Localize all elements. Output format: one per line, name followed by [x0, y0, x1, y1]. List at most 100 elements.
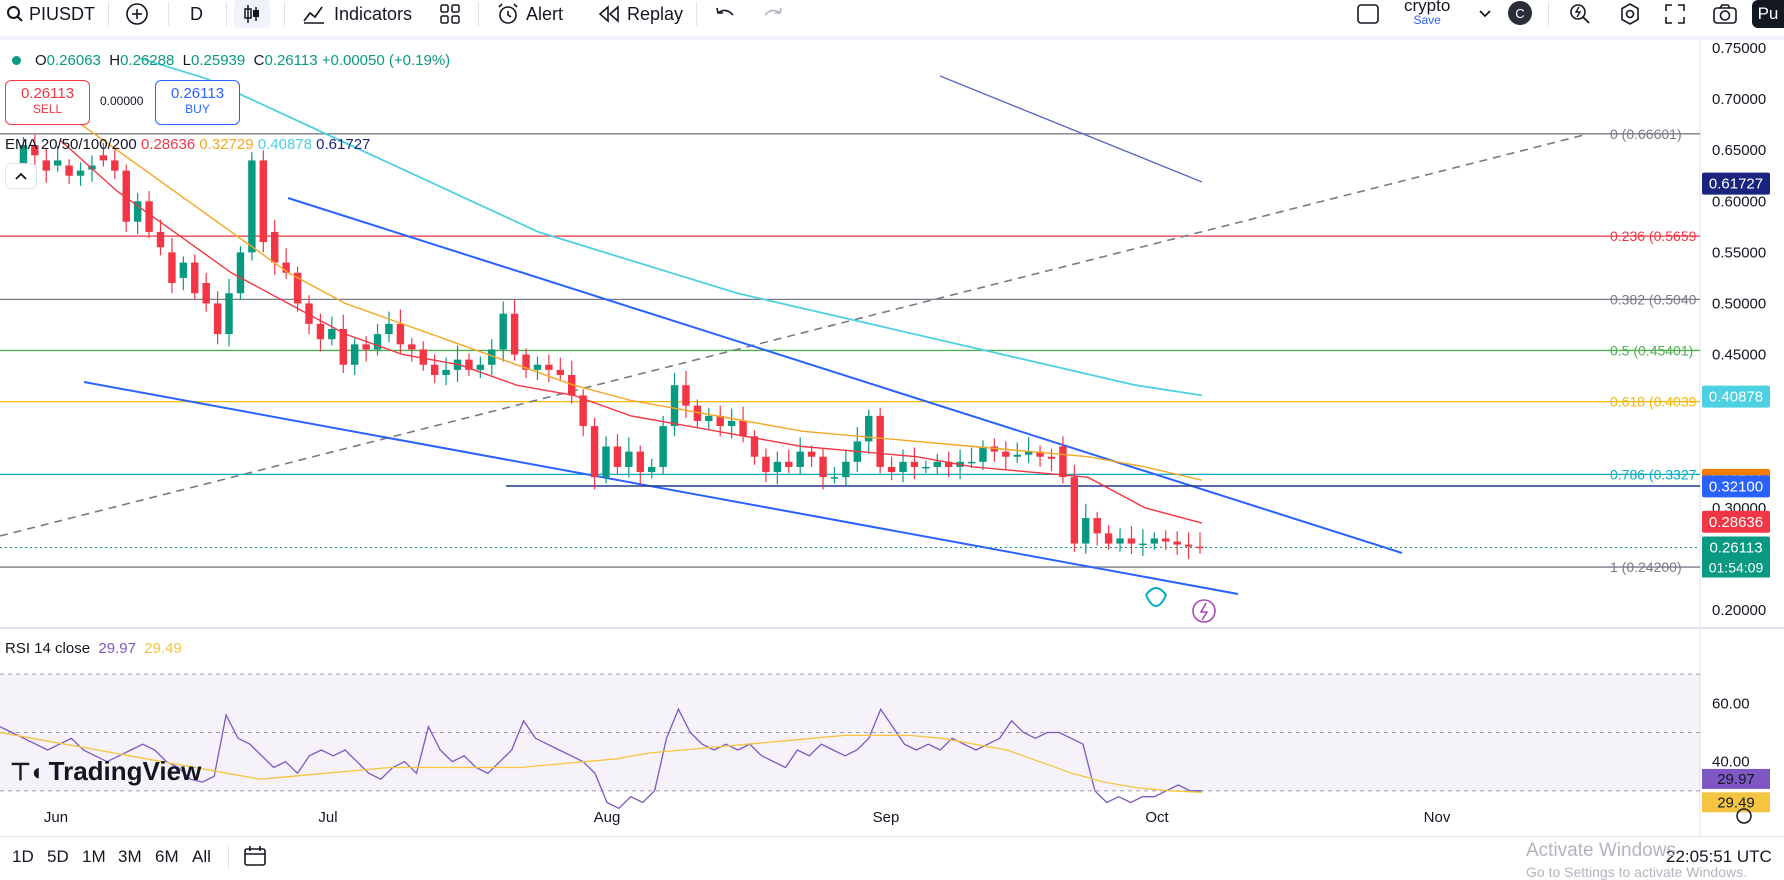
buy-button[interactable]: 0.26113 BUY	[155, 80, 240, 125]
candle	[830, 477, 839, 479]
indicators-button[interactable]: Indicators	[302, 0, 412, 28]
chevron-down-icon	[1479, 10, 1491, 18]
rsi-ma-line	[0, 731, 1203, 793]
time-axis-tick: Jul	[318, 809, 337, 826]
replay-label: Replay	[627, 3, 684, 24]
rsi-badge-text: 29.49	[1717, 794, 1755, 811]
rsi-badge-text: 29.97	[1717, 771, 1755, 788]
price-axis-tick: 0.20000	[1712, 602, 1766, 619]
settings-button[interactable]	[1618, 0, 1642, 28]
activate-windows-subtitle: Go to Settings to activate Windows.	[1526, 864, 1747, 880]
collapse-legend-button[interactable]	[5, 163, 37, 189]
redo-icon	[764, 7, 782, 16]
chart-type-button[interactable]	[234, 0, 270, 28]
candle	[430, 364, 439, 375]
bottom-toolbar: 1D 5D 1M 3M 6M All 22:05:51 UTC	[0, 836, 1784, 877]
candle	[328, 329, 336, 340]
range-1m[interactable]: 1M	[82, 847, 106, 866]
range-all[interactable]: All	[192, 847, 211, 866]
candle	[385, 323, 393, 335]
candle	[1024, 451, 1033, 455]
candle	[1036, 451, 1044, 457]
fib-level-label: 0.382 (0.5040	[1610, 291, 1697, 307]
price-chart[interactable]: 0 (0.66601) 0.236 (0.5659 0.382 (0.5040 0.5…	[0, 40, 1784, 836]
layout-toggle-button[interactable]	[1356, 0, 1380, 28]
candle	[316, 323, 325, 340]
rsi-badge	[1702, 792, 1770, 813]
ema200-value: 0.61727	[316, 136, 371, 153]
indicators-icon	[303, 6, 324, 24]
price-badge	[1702, 475, 1770, 498]
layout-name: crypto	[1404, 0, 1451, 15]
interval-button[interactable]: D	[190, 3, 203, 24]
low-label: L	[182, 52, 192, 69]
zap-search-icon	[1570, 4, 1590, 24]
time-axis-tick: Nov	[1424, 809, 1451, 826]
quick-search-button[interactable]	[1568, 0, 1592, 28]
candle	[785, 461, 793, 467]
open-label: O	[35, 52, 47, 69]
fullscreen-button[interactable]	[1664, 0, 1686, 28]
fullscreen-icon	[1665, 4, 1685, 24]
toolbar-divider	[0, 36, 1784, 40]
symbol-search-button[interactable]: PIUSDT	[6, 0, 95, 28]
candle	[1162, 538, 1170, 542]
drawing-stroke-icon	[1145, 587, 1168, 607]
candle	[488, 349, 496, 365]
high-label: H	[109, 52, 121, 69]
candle	[213, 303, 222, 335]
candle	[1184, 544, 1193, 547]
range-1d[interactable]: 1D	[12, 847, 34, 866]
undo-button[interactable]	[714, 0, 736, 28]
price-axis-tick: 0.45000	[1712, 347, 1766, 364]
layout-menu-button[interactable]	[1478, 0, 1492, 28]
candle	[53, 160, 62, 166]
price-axis-tick: 0.60000	[1712, 193, 1766, 210]
sell-button[interactable]: 0.26113 SELL	[5, 80, 90, 125]
clock[interactable]: 22:05:51 UTC	[1666, 847, 1772, 866]
price-badge-text: 0.40878	[1709, 389, 1763, 406]
range-5d[interactable]: 5D	[47, 847, 69, 866]
replay-button[interactable]: Replay	[598, 0, 683, 28]
candle	[739, 420, 747, 437]
goto-date-button[interactable]	[243, 845, 267, 872]
price-badge-text: 0.28636	[1709, 514, 1763, 531]
time-axis-tick: Sep	[873, 809, 900, 826]
candle	[876, 415, 884, 467]
redo-button[interactable]	[762, 0, 784, 28]
alert-button[interactable]: Alert	[496, 0, 563, 28]
candle	[647, 466, 656, 473]
range-3m[interactable]: 3M	[118, 847, 142, 866]
price-badge	[1702, 510, 1770, 533]
fib-level-label: 0.5 (0.45401)	[1610, 342, 1693, 358]
tradingview-logo-icon: ⊤◖	[10, 759, 43, 786]
rsi-ma-value: 29.49	[144, 640, 182, 657]
candle	[191, 262, 199, 294]
compare-button[interactable]	[125, 0, 149, 28]
candle	[76, 170, 85, 176]
candle	[373, 334, 382, 350]
candles-icon	[244, 5, 259, 23]
snapshot-button[interactable]	[1712, 0, 1738, 28]
range-6m[interactable]: 6M	[155, 847, 179, 866]
candle	[579, 395, 587, 427]
candle	[727, 420, 736, 427]
candle	[842, 461, 850, 478]
ema-legend: EMA 20/50/100/200 0.28636 0.32729 0.4087…	[5, 136, 370, 153]
candle	[670, 385, 679, 427]
price-axis-tick: 0.55000	[1712, 244, 1766, 261]
candle	[1082, 518, 1090, 544]
price-badge-text: 0.61727	[1709, 176, 1763, 193]
high-value: 0.26288	[120, 52, 175, 69]
layout-name-button[interactable]: crypto Save	[1404, 0, 1451, 27]
ema20-line	[59, 139, 1203, 524]
candle	[1116, 538, 1124, 544]
candle	[305, 303, 313, 324]
price-axis-tick: 0.50000	[1712, 295, 1766, 312]
avatar[interactable]: C	[1508, 1, 1532, 25]
candle	[1196, 546, 1204, 549]
templates-button[interactable]	[440, 0, 460, 28]
publish-button[interactable]: Pu	[1752, 0, 1784, 28]
candle	[693, 405, 702, 421]
candle	[42, 160, 50, 171]
